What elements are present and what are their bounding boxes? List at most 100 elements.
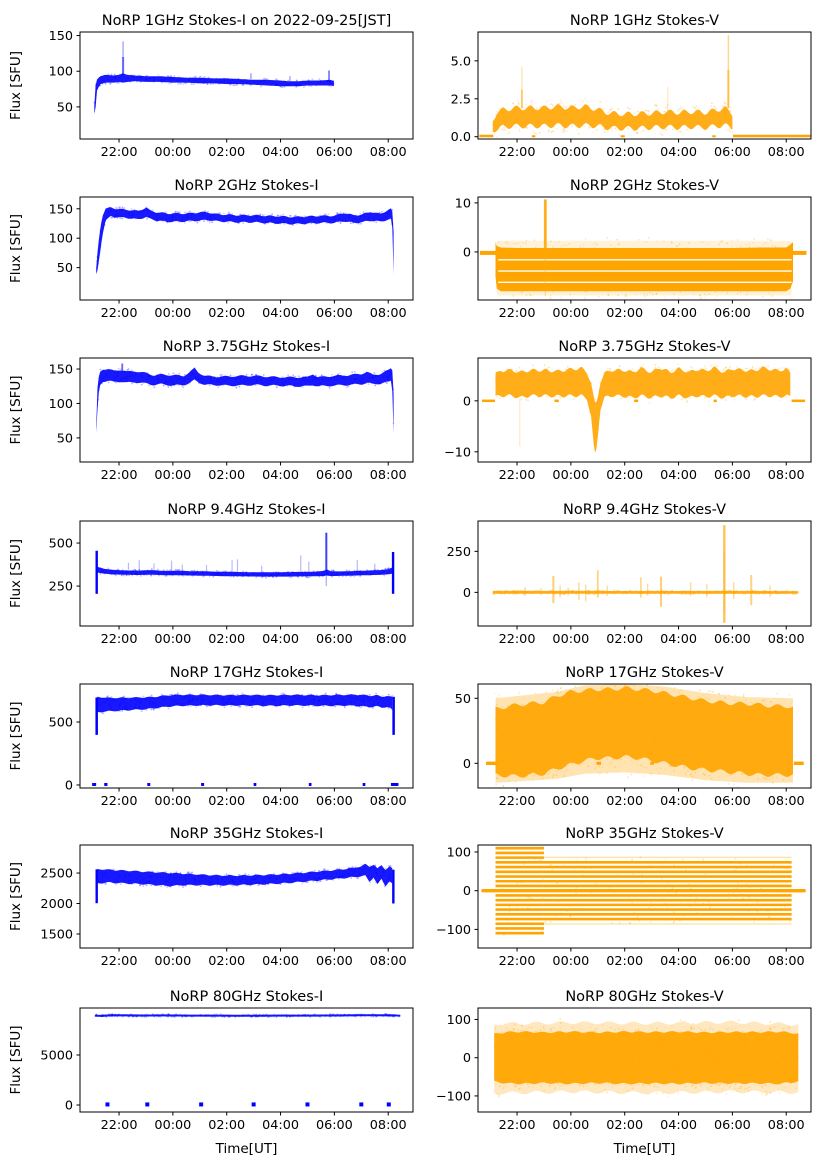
- chart-title: NoRP 80GHz Stokes-V: [565, 989, 723, 1005]
- axes-frame: [79, 520, 414, 627]
- x-tick-label: 00:00: [552, 794, 589, 809]
- x-tick-label: 22:00: [499, 632, 536, 647]
- chart-80ghz-stokes-i: 22:00 00:00 02:00 04:00 06:00 08:00 0 5000 NoRP …: [8, 989, 414, 1157]
- y-tick-label: 0: [65, 778, 73, 793]
- axes-frame: [477, 683, 812, 789]
- y-tick-label: 50: [455, 692, 471, 707]
- chart-title: NoRP 9.4GHz Stokes-V: [563, 502, 726, 518]
- y-tick-label: 0: [463, 394, 471, 409]
- plot-area: [492, 525, 799, 623]
- x-tick-label: 04:00: [660, 794, 697, 809]
- y-tick-label: 5000: [40, 1049, 73, 1064]
- chart-title: NoRP 3.75GHz Stokes-I: [163, 339, 330, 355]
- plot-area: [481, 846, 806, 936]
- y-tick-label: 500: [49, 537, 73, 552]
- x-tick-label: 08:00: [768, 954, 805, 969]
- axes-frame: [477, 844, 812, 949]
- y-tick-label: 500: [49, 716, 73, 731]
- y-axis-label: Flux [SFU]: [8, 701, 24, 770]
- y-tick-label: 1500: [40, 927, 73, 942]
- plot-area: [96, 363, 395, 434]
- y-tick-label: −100: [436, 923, 471, 938]
- x-tick-label: 04:00: [660, 468, 697, 483]
- plot-area: [482, 363, 806, 453]
- y-tick-label: −10: [444, 445, 471, 460]
- x-tick-label: 02:00: [208, 145, 245, 160]
- x-tick-label: 02:00: [606, 468, 643, 483]
- x-tick-label: 08:00: [370, 145, 407, 160]
- x-tick-label: 08:00: [768, 468, 805, 483]
- x-tick-label: 00:00: [552, 954, 589, 969]
- x-tick-label: 00:00: [154, 954, 191, 969]
- y-tick-label: 0: [463, 586, 471, 601]
- y-tick-label: 0: [463, 245, 471, 260]
- x-tick-label: 02:00: [208, 468, 245, 483]
- y-tick-label: 100: [49, 65, 73, 80]
- x-tick-label: 04:00: [262, 632, 299, 647]
- x-tick-label: 02:00: [606, 1118, 643, 1133]
- x-tick-label: 00:00: [154, 794, 191, 809]
- axes-frame: [79, 683, 414, 789]
- plot-area: [92, 692, 399, 786]
- x-tick-label: 00:00: [552, 632, 589, 647]
- x-tick-label: 08:00: [768, 632, 805, 647]
- x-tick-label: 00:00: [154, 306, 191, 321]
- x-tick-label: 04:00: [262, 794, 299, 809]
- chart-title: NoRP 35GHz Stokes-I: [170, 826, 324, 842]
- y-tick-label: 2.5: [451, 92, 471, 107]
- x-tick-label: 22:00: [101, 1118, 138, 1133]
- x-tick-label: 06:00: [316, 306, 353, 321]
- y-tick-label: 100: [447, 845, 471, 860]
- x-tick-label: 22:00: [499, 794, 536, 809]
- x-tick-label: 00:00: [552, 1118, 589, 1133]
- x-tick-label: 04:00: [262, 1118, 299, 1133]
- x-tick-label: 00:00: [552, 468, 589, 483]
- x-tick-label: 08:00: [370, 306, 407, 321]
- axes-frame: [79, 31, 414, 140]
- y-tick-label: 150: [49, 363, 73, 378]
- x-tick-label: 06:00: [714, 306, 751, 321]
- axes-frame: [79, 844, 414, 949]
- y-tick-label: 5.0: [451, 54, 471, 69]
- chart-3.75ghz-stokes-v: 22:00 00:00 02:00 04:00 06:00 08:00 −10 0 NoRP 3…: [444, 339, 812, 483]
- x-tick-label: 22:00: [499, 954, 536, 969]
- y-tick-label: 100: [447, 1013, 471, 1028]
- x-tick-label: 04:00: [262, 468, 299, 483]
- y-tick-label: 0.0: [451, 130, 471, 145]
- x-tick-label: 00:00: [154, 1118, 191, 1133]
- x-tick-label: 06:00: [316, 794, 353, 809]
- plot-area: [486, 684, 804, 788]
- y-tick-label: 0: [463, 884, 471, 899]
- x-tick-label: 08:00: [370, 468, 407, 483]
- plot-area: [493, 1017, 799, 1098]
- y-tick-label: 10: [455, 196, 471, 211]
- y-tick-label: 100: [49, 397, 73, 412]
- x-tick-label: 00:00: [552, 145, 589, 160]
- y-tick-label: 50: [57, 261, 73, 276]
- x-tick-label: 08:00: [768, 306, 805, 321]
- y-axis-label: Flux [SFU]: [8, 214, 24, 283]
- y-tick-label: 150: [49, 29, 73, 44]
- x-tick-label: 06:00: [316, 1118, 353, 1133]
- axes-frame: [79, 196, 414, 301]
- y-tick-label: 0: [463, 757, 471, 772]
- x-tick-label: 08:00: [768, 794, 805, 809]
- x-tick-label: 04:00: [262, 145, 299, 160]
- x-tick-label: 02:00: [208, 1118, 245, 1133]
- y-axis-label: Flux [SFU]: [8, 862, 24, 931]
- x-tick-label: 06:00: [714, 794, 751, 809]
- axes-frame: [477, 1007, 812, 1113]
- chart-9.4ghz-stokes-i: 22:00 00:00 02:00 04:00 06:00 08:00 250 500 NoRP…: [8, 502, 414, 647]
- chart-title: NoRP 17GHz Stokes-I: [170, 665, 324, 681]
- x-tick-label: 04:00: [262, 306, 299, 321]
- x-tick-label: 08:00: [768, 145, 805, 160]
- axes-frame: [477, 31, 812, 140]
- x-tick-label: 02:00: [208, 954, 245, 969]
- chart-title: NoRP 2GHz Stokes-I: [174, 178, 318, 194]
- chart-35ghz-stokes-v: 22:00 00:00 02:00 04:00 06:00 08:00 −100 0 100 No…: [436, 826, 812, 969]
- x-tick-label: 06:00: [316, 954, 353, 969]
- x-tick-label: 22:00: [499, 1118, 536, 1133]
- plot-area: [94, 1012, 401, 1107]
- y-tick-label: −100: [436, 1089, 471, 1104]
